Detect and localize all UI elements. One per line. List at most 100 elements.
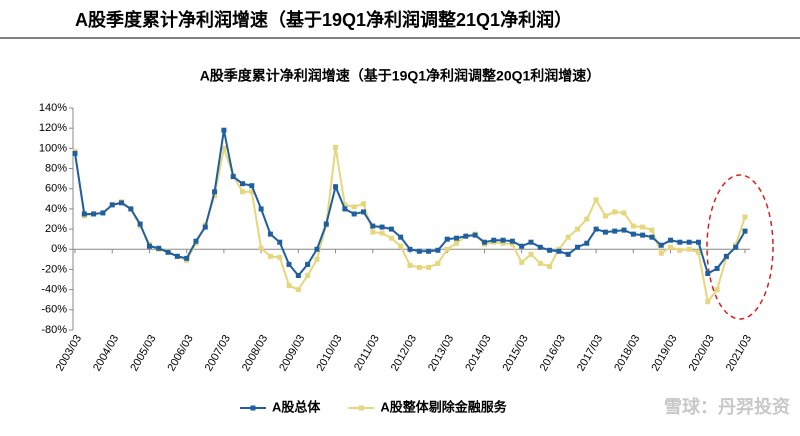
series-line xyxy=(74,144,746,305)
point-marker xyxy=(416,248,422,254)
x-tick-label: 2015/03 xyxy=(501,333,531,373)
point-marker xyxy=(360,209,366,215)
point-marker xyxy=(575,226,580,232)
point-marker xyxy=(528,239,534,245)
point-marker xyxy=(379,224,385,230)
point-marker xyxy=(519,243,525,249)
point-marker xyxy=(360,201,366,207)
y-tick-label: -20% xyxy=(41,263,67,275)
point-marker xyxy=(295,287,301,293)
point-marker xyxy=(230,174,236,180)
point-marker xyxy=(435,247,441,253)
point-marker xyxy=(240,189,245,195)
point-marker xyxy=(109,202,115,208)
point-marker xyxy=(565,251,571,257)
y-tick-label: 120% xyxy=(39,122,67,134)
point-marker xyxy=(593,197,599,203)
point-marker xyxy=(221,127,227,133)
point-marker xyxy=(677,239,683,245)
point-marker xyxy=(621,210,627,216)
point-marker xyxy=(705,270,711,276)
point-marker xyxy=(714,265,720,271)
point-marker xyxy=(342,202,348,208)
point-marker xyxy=(686,239,692,245)
point-marker xyxy=(612,209,618,215)
point-marker xyxy=(416,264,422,270)
point-marker xyxy=(742,214,748,220)
x-tick-label: 2003/03 xyxy=(54,333,84,373)
point-marker xyxy=(72,150,78,156)
point-marker xyxy=(91,211,97,217)
point-marker xyxy=(519,259,525,265)
point-marker xyxy=(491,237,497,243)
point-marker xyxy=(435,260,441,266)
legend-label: A股总体 xyxy=(272,399,321,414)
point-marker xyxy=(454,240,460,246)
point-marker xyxy=(649,234,655,240)
point-marker xyxy=(695,249,701,255)
point-marker xyxy=(100,210,106,216)
x-tick-label: 2017/03 xyxy=(575,333,605,373)
point-marker xyxy=(714,287,720,293)
y-tick-label: -60% xyxy=(41,304,67,316)
slide-title: A股季度累计净利润增速（基于19Q1净利润调整21Q1净利润） xyxy=(75,9,572,30)
point-marker xyxy=(388,235,394,241)
watermark: 雪球：丹羿投资 xyxy=(664,396,790,417)
point-marker xyxy=(621,227,627,233)
point-marker xyxy=(556,248,562,254)
point-marker xyxy=(277,239,283,245)
y-tick-label: 20% xyxy=(45,223,67,235)
point-marker xyxy=(286,261,292,267)
point-marker xyxy=(668,237,674,243)
point-marker xyxy=(705,299,711,305)
y-tick-label: 60% xyxy=(45,183,67,195)
point-marker xyxy=(267,253,273,259)
x-tick-label: 2011/03 xyxy=(352,333,382,373)
point-marker xyxy=(240,181,245,187)
point-marker xyxy=(333,144,339,150)
point-marker xyxy=(668,244,674,250)
point-marker xyxy=(602,229,608,235)
y-tick-label: 140% xyxy=(39,102,67,114)
point-marker xyxy=(174,253,180,259)
point-marker xyxy=(286,283,292,289)
point-marker xyxy=(305,273,311,279)
point-marker xyxy=(528,251,534,257)
point-marker xyxy=(258,245,264,251)
point-marker xyxy=(156,245,162,251)
highlight-ellipse xyxy=(706,174,774,320)
point-marker xyxy=(723,253,729,259)
x-tick-label: 2012/03 xyxy=(389,333,419,373)
point-marker xyxy=(212,189,218,195)
x-tick-label: 2018/03 xyxy=(612,333,642,373)
point-marker xyxy=(277,254,283,260)
point-marker xyxy=(593,226,599,232)
point-marker xyxy=(128,206,134,212)
point-marker xyxy=(202,224,208,230)
point-marker xyxy=(547,247,553,253)
point-marker xyxy=(137,221,143,227)
y-tick-label: 40% xyxy=(45,203,67,215)
point-marker xyxy=(584,240,590,246)
point-marker xyxy=(388,226,394,232)
point-marker xyxy=(407,262,413,268)
point-marker xyxy=(630,223,636,229)
point-marker xyxy=(686,246,692,252)
point-marker xyxy=(509,241,515,247)
point-marker xyxy=(212,193,218,199)
point-marker xyxy=(537,244,543,250)
point-marker xyxy=(398,234,404,240)
point-marker xyxy=(323,221,329,227)
point-marker xyxy=(258,206,264,212)
legend-label: A股整体剔除金融服务 xyxy=(380,399,507,414)
x-tick-label: 2013/03 xyxy=(426,333,456,373)
point-marker xyxy=(305,261,311,267)
point-marker xyxy=(640,232,646,238)
point-marker xyxy=(370,223,376,229)
point-marker xyxy=(314,246,320,252)
point-marker xyxy=(733,244,739,250)
x-tick-label: 2006/03 xyxy=(166,333,196,373)
point-marker xyxy=(537,260,543,266)
x-tick-label: 2004/03 xyxy=(91,333,121,373)
point-marker xyxy=(295,273,301,279)
